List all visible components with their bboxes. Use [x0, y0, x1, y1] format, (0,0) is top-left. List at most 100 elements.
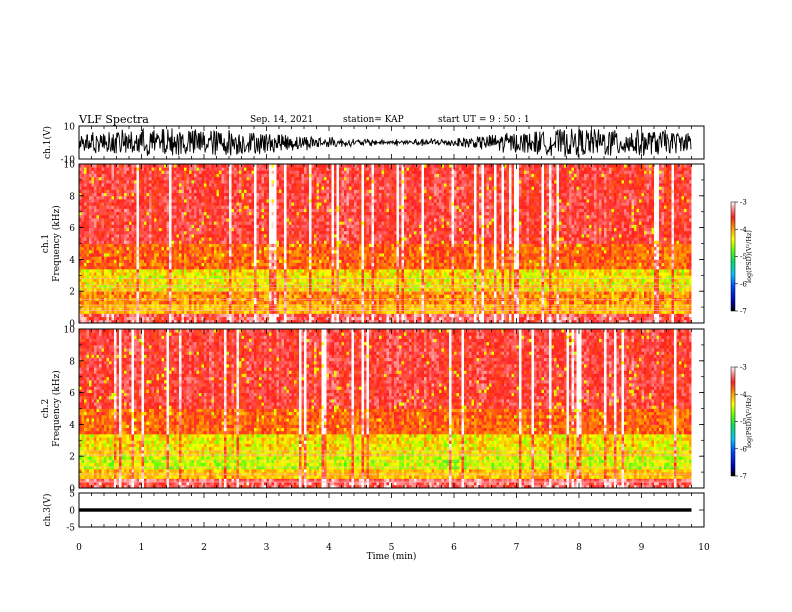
spectrogram-cell [301, 221, 305, 225]
spectrogram-cell [301, 183, 305, 187]
spectrogram-cell [324, 208, 327, 213]
spectrogram-cell [289, 300, 292, 305]
spectrogram-cell [191, 319, 195, 324]
spectrogram-cell [149, 249, 152, 254]
spectrogram-cell [259, 195, 262, 200]
spectrogram-cell [204, 256, 207, 260]
spectrogram-cell [84, 164, 87, 168]
spectrogram-cell [254, 262, 257, 267]
spectrogram-cell [196, 246, 200, 251]
spectrogram-cell [289, 208, 292, 213]
spectrogram-cell [114, 249, 117, 254]
spectrogram-cell [301, 240, 305, 244]
spectrogram-cell [249, 243, 252, 248]
spectrogram-cell [181, 211, 185, 216]
spectrogram-cell [131, 176, 135, 181]
spectrogram-cell [124, 202, 127, 206]
spectrogram-cell [134, 211, 137, 216]
spectrogram-cell [96, 278, 100, 283]
spectrogram-cell [161, 246, 165, 251]
spectrogram-cell [151, 284, 155, 289]
spectrogram-cell [169, 192, 172, 197]
spectrogram-cell [309, 278, 312, 283]
spectrogram-cell [144, 259, 147, 263]
spectrogram-cell [279, 300, 282, 305]
spectrogram-cell [261, 281, 265, 286]
spectrogram-cell [194, 214, 197, 219]
spectrogram-cell [281, 294, 285, 298]
spectrogram-cell [156, 240, 160, 244]
spectrogram-cell [266, 227, 270, 232]
spectrogram-cell [111, 256, 115, 260]
spectrogram-cell [124, 192, 127, 197]
spectrogram-cell [266, 275, 270, 279]
spectrogram-cell [286, 275, 290, 279]
spectrogram-cell [271, 243, 275, 248]
spectrogram-cell [191, 268, 195, 273]
spectrogram-cell [126, 214, 130, 219]
spectrogram-cell [194, 218, 197, 222]
spectrogram-cell [174, 202, 177, 206]
spectrogram-cell [104, 202, 107, 206]
spectrogram-cell [144, 246, 147, 251]
spectrogram-cell [254, 288, 257, 292]
spectrogram-cell [181, 167, 185, 171]
spectrogram-cell [161, 313, 165, 318]
spectrogram-cell [261, 291, 265, 295]
spectrogram-cell [161, 243, 165, 248]
spectrogram-cell [234, 268, 237, 273]
spectrogram-cell [79, 307, 82, 311]
spectrogram-cell [211, 278, 215, 283]
spectrogram-cell [229, 189, 232, 194]
spectrogram-cell [196, 256, 200, 260]
spectrogram-cell [126, 208, 130, 213]
spectrogram-cell [309, 240, 312, 244]
spectrogram-cell [314, 198, 317, 203]
spectrogram-cell [81, 164, 85, 168]
spectrogram-cell [204, 183, 207, 187]
spectrogram-cell [251, 173, 255, 178]
spectrogram-cell [219, 167, 222, 171]
spectrogram-cell [254, 300, 257, 305]
spectrogram-cell [239, 173, 242, 178]
spectrogram-cell [139, 195, 142, 200]
spectrogram-cell [256, 230, 260, 235]
spectrogram-cell [146, 205, 150, 209]
spectrogram-cell [194, 253, 197, 257]
spectrogram-cell [84, 233, 87, 238]
spectrogram-cell [259, 262, 262, 267]
spectrogram-cell [249, 167, 252, 171]
spectrogram-cell [311, 227, 315, 232]
spectrogram-cell [104, 272, 107, 276]
spectrogram-cell [281, 192, 285, 197]
spectrogram-cell [209, 164, 212, 168]
spectrogram-cell [174, 179, 177, 184]
spectrogram-cell [191, 300, 195, 305]
spectrogram-cell [126, 227, 130, 232]
spectrogram-cell [231, 224, 235, 228]
spectrogram-cell [276, 275, 280, 279]
spectrogram-cell [274, 275, 277, 279]
spectrogram-cell [206, 300, 210, 305]
spectrogram-cell [199, 253, 202, 257]
spectrogram-cell [204, 189, 207, 194]
spectrogram-cell [231, 316, 235, 321]
spectrogram-cell [174, 278, 177, 283]
spectrogram-cell [159, 173, 162, 178]
spectrogram-cell [86, 284, 90, 289]
spectrogram-cell [324, 319, 327, 324]
spectrogram-cell [296, 281, 300, 286]
spectrogram-cell [216, 272, 220, 276]
spectrogram-cell [114, 227, 117, 232]
spectrogram-cell [311, 240, 315, 244]
spectrogram-cell [159, 294, 162, 298]
spectrogram-cell [91, 189, 95, 194]
spectrogram-cell [284, 214, 287, 219]
spectrogram-cell [326, 249, 330, 254]
spectrogram-cell [266, 237, 270, 241]
spectrogram-cell [241, 291, 245, 295]
spectrogram-cell [324, 198, 327, 203]
spectrogram-cell [116, 164, 120, 168]
spectrogram-cell [309, 265, 312, 270]
spectrogram-cell [111, 189, 115, 194]
